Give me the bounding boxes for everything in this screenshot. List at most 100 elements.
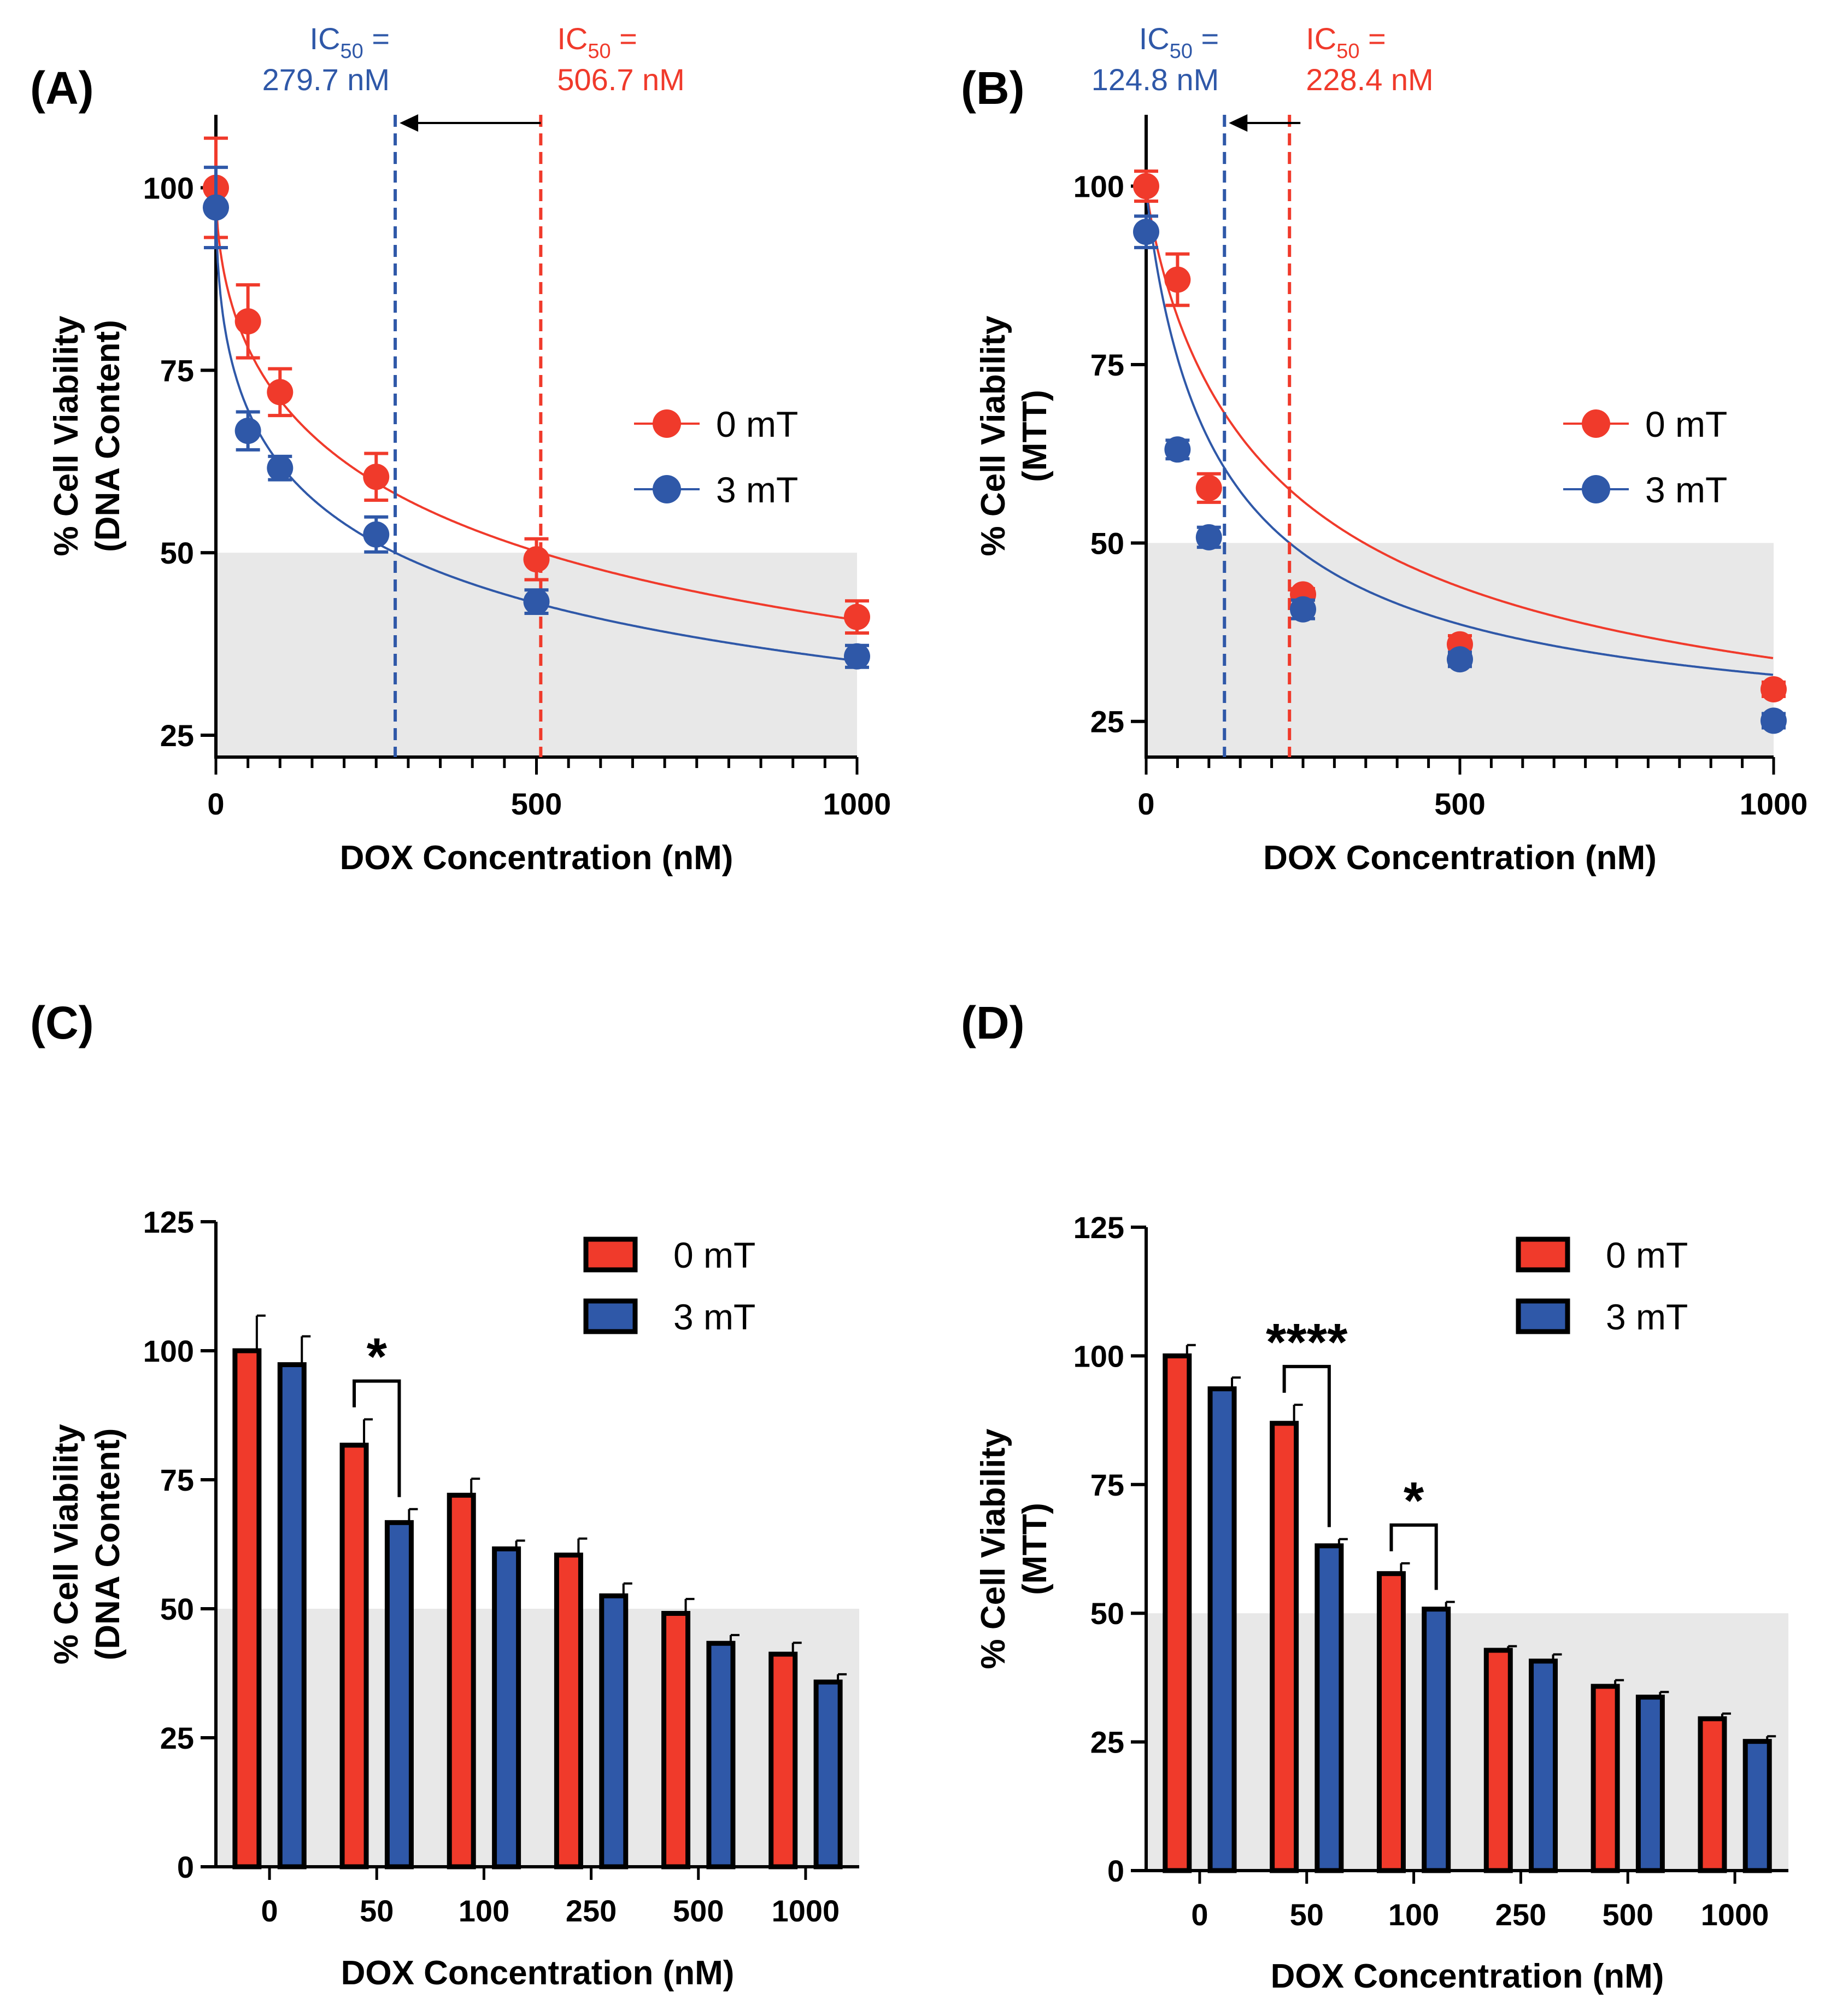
legend-swatch	[583, 1298, 638, 1334]
y-tick-label: 50	[160, 536, 194, 570]
data-point	[1447, 646, 1473, 673]
legend-label: 3 mT	[716, 470, 798, 510]
bar	[339, 1443, 369, 1870]
bar	[384, 1520, 414, 1870]
data-point	[1133, 219, 1159, 245]
bar	[554, 1552, 583, 1870]
data-point	[1761, 676, 1787, 702]
legend-label: 0 mT	[1606, 1235, 1688, 1275]
bar	[1483, 1648, 1513, 1873]
bar	[277, 1362, 307, 1870]
ic50-value: 279.7 nM	[262, 62, 390, 97]
data-point	[844, 643, 870, 670]
ic50-subscript: 50	[1170, 40, 1193, 63]
y-tick-label: 75	[160, 353, 194, 388]
legend-marker	[1582, 475, 1610, 503]
x-tick-label: 500	[1434, 787, 1485, 821]
bar	[447, 1492, 476, 1870]
y-axis-title-line1: % Cell Viability	[48, 315, 85, 556]
ic50-value: 506.7 nM	[557, 62, 685, 97]
bar	[1376, 1571, 1406, 1873]
x-axis-title: DOX Concentration (nM)	[341, 1954, 735, 1992]
bar	[492, 1546, 521, 1870]
fit-curve	[1146, 193, 1774, 676]
significance-label: *	[1404, 1472, 1424, 1530]
bar	[1742, 1739, 1772, 1873]
y-tick-label: 25	[160, 1721, 194, 1755]
x-tick-label: 50	[1290, 1897, 1324, 1932]
data-point	[234, 308, 261, 335]
significance-label: *	[367, 1328, 388, 1386]
y-tick-label: 25	[1090, 1725, 1124, 1760]
y-tick-label: 0	[1107, 1854, 1124, 1888]
y-tick-label: 50	[1090, 526, 1124, 560]
ic50-subscript: 50	[341, 40, 363, 63]
data-point	[523, 588, 550, 615]
data-point	[363, 464, 390, 490]
x-tick-label: 1000	[823, 787, 891, 821]
legend-swatch	[1516, 1298, 1570, 1334]
legend-marker	[653, 475, 681, 503]
x-tick-label: 50	[360, 1894, 394, 1928]
data-point	[1195, 474, 1222, 501]
bar	[599, 1593, 629, 1870]
x-tick-label: 250	[566, 1894, 617, 1928]
ic50-suffix: =	[363, 21, 390, 56]
bar	[1163, 1353, 1192, 1873]
x-axis-title: DOX Concentration (nM)	[340, 839, 733, 877]
shaded-region	[1146, 1613, 1788, 1871]
legend-label: 3 mT	[1606, 1297, 1688, 1337]
data-point	[1164, 266, 1191, 293]
data-point	[1290, 596, 1316, 623]
y-tick-label: 25	[160, 718, 194, 753]
ic50-prefix: IC	[310, 21, 341, 56]
y-tick-label: 125	[143, 1205, 194, 1239]
x-tick-label: 100	[1388, 1897, 1439, 1932]
panel-label: (C)	[30, 997, 94, 1048]
x-tick-label: 1000	[772, 1894, 840, 1928]
x-tick-label: 500	[673, 1894, 724, 1928]
data-point	[1195, 524, 1222, 550]
legend-label: 0 mT	[716, 404, 798, 444]
ic50-prefix: IC	[1306, 21, 1336, 56]
data-point	[267, 455, 294, 482]
legend-swatch	[1516, 1236, 1570, 1273]
panel-c: (C) 0 25 50 75 100 125 0 50 100 250 500 1000 DOX Conc…	[30, 997, 859, 1992]
bar	[1315, 1543, 1344, 1873]
y-axis-title-line1: % Cell Viability	[48, 1424, 85, 1665]
data-point	[1761, 707, 1787, 734]
significance-bracket	[1389, 1523, 1438, 1590]
data-point	[234, 418, 261, 444]
x-tick-label: 0	[1137, 787, 1154, 821]
ic50-suffix: =	[1359, 21, 1386, 56]
legend-marker	[653, 409, 681, 438]
fit-curve	[1146, 192, 1774, 659]
x-tick-label: 1000	[1740, 787, 1808, 821]
bar	[232, 1348, 262, 1870]
y-tick-label: 0	[177, 1850, 194, 1884]
x-tick-label: 1000	[1701, 1897, 1769, 1932]
y-axis-title-line1: % Cell Viability	[975, 315, 1012, 556]
x-tick-label: 0	[1191, 1897, 1208, 1932]
panel-d: (D) 0 25 50 75 100 125 0 50 100 250 500 1000 DOX Conc…	[961, 997, 1788, 1995]
y-tick-label: 50	[160, 1592, 194, 1626]
ic50-label: IC50 =	[1306, 21, 1386, 63]
bar	[1591, 1684, 1620, 1873]
ic50-prefix: IC	[557, 21, 588, 56]
x-axis-title: DOX Concentration (nM)	[1271, 1958, 1664, 1995]
y-axis-title-line1: % Cell Viability	[975, 1428, 1012, 1669]
ic50-subscript: 50	[1336, 40, 1359, 63]
bar	[1207, 1386, 1237, 1873]
data-point	[1133, 173, 1159, 200]
y-tick-label: 75	[1090, 1468, 1124, 1502]
y-tick-label: 100	[1073, 1339, 1124, 1373]
data-point	[1164, 436, 1191, 463]
ic50-label: IC50 =	[1139, 21, 1219, 63]
y-tick-label: 25	[1090, 705, 1124, 739]
legend-swatch	[583, 1236, 638, 1273]
legend-label: 3 mT	[1645, 470, 1727, 510]
ic50-value: 124.8 nM	[1092, 62, 1219, 97]
ic50-label: IC50 =	[310, 21, 390, 63]
